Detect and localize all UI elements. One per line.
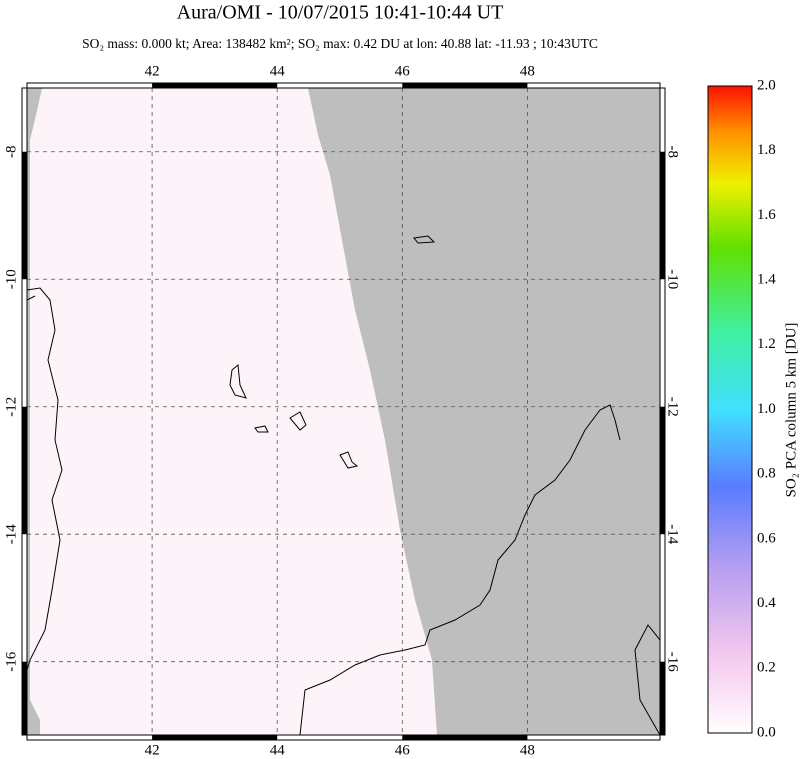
x-tick-label: 46	[395, 63, 411, 79]
axis-band	[26, 82, 661, 89]
colorbar-tick-label: 1.4	[757, 272, 776, 288]
axis-band	[152, 735, 278, 740]
map-frame	[26, 87, 661, 736]
axis-band	[22, 151, 27, 280]
y-tick-label: -14	[3, 524, 19, 544]
colorbar	[707, 85, 753, 734]
colorbar-tick-label: 0.8	[757, 466, 776, 482]
y-tick-label: -8	[665, 145, 681, 158]
axis-band	[660, 406, 665, 535]
y-tick-label: -16	[665, 652, 681, 672]
y-tick-label: -14	[665, 524, 681, 544]
x-tick-label: 44	[270, 742, 286, 758]
x-tick-label: 42	[145, 742, 160, 758]
island	[289, 411, 307, 431]
coastline	[27, 287, 63, 671]
y-tick-label: -16	[3, 651, 19, 671]
colorbar-tick-label: 0.2	[757, 660, 776, 676]
island	[254, 425, 269, 433]
x-tick-label: 46	[395, 742, 411, 758]
colorbar-tick-label: 0.6	[757, 530, 776, 546]
y-tick-label: -8	[3, 145, 19, 158]
colorbar-tick-label: 1.8	[757, 142, 776, 158]
colorbar-tick-label: 1.2	[757, 336, 776, 352]
x-tick-label: 48	[520, 742, 535, 758]
axis-band	[152, 83, 278, 88]
island	[229, 364, 247, 399]
axes: 42 42 44 44 46 46 48 48 -8 -8 -10 -10 -12 -12 -14 -14 -1…	[3, 63, 776, 758]
colorbar-tick-label: 0.0	[757, 724, 776, 740]
axis-band	[402, 735, 528, 740]
colorbar-tick-label: 2.0	[757, 77, 776, 93]
axis-band	[660, 661, 665, 735]
axis-band	[26, 734, 661, 741]
y-tick-label: -10	[3, 269, 19, 289]
x-tick-label: 42	[145, 63, 160, 79]
y-tick-label: -10	[665, 269, 681, 289]
island	[339, 451, 359, 469]
chart-title: Aura/OMI - 10/07/2015 10:41-10:44 UT	[177, 2, 504, 24]
y-tick-label: -12	[3, 397, 19, 417]
axis-band	[22, 406, 27, 535]
x-tick-label: 44	[270, 63, 286, 79]
coastline	[299, 404, 621, 735]
coastline	[634, 624, 660, 735]
data-swath	[30, 88, 437, 735]
axis-band	[402, 83, 528, 88]
y-tick-label: -12	[665, 397, 681, 417]
colorbar-label: SO₂ PCA column 5 km [DU]	[783, 323, 799, 498]
axis-band	[22, 661, 27, 735]
island	[413, 235, 436, 244]
axis-band	[660, 151, 665, 280]
colorbar-tick-label: 1.6	[757, 207, 776, 223]
x-tick-label: 48	[520, 63, 535, 79]
chart-subtitle: SO₂ mass: 0.000 kt; Area: 138482 km²; SO…	[82, 36, 598, 51]
map-area	[27, 88, 660, 735]
colorbar-tick-label: 0.4	[757, 595, 776, 611]
colorbar-tick-label: 1.0	[757, 401, 776, 417]
